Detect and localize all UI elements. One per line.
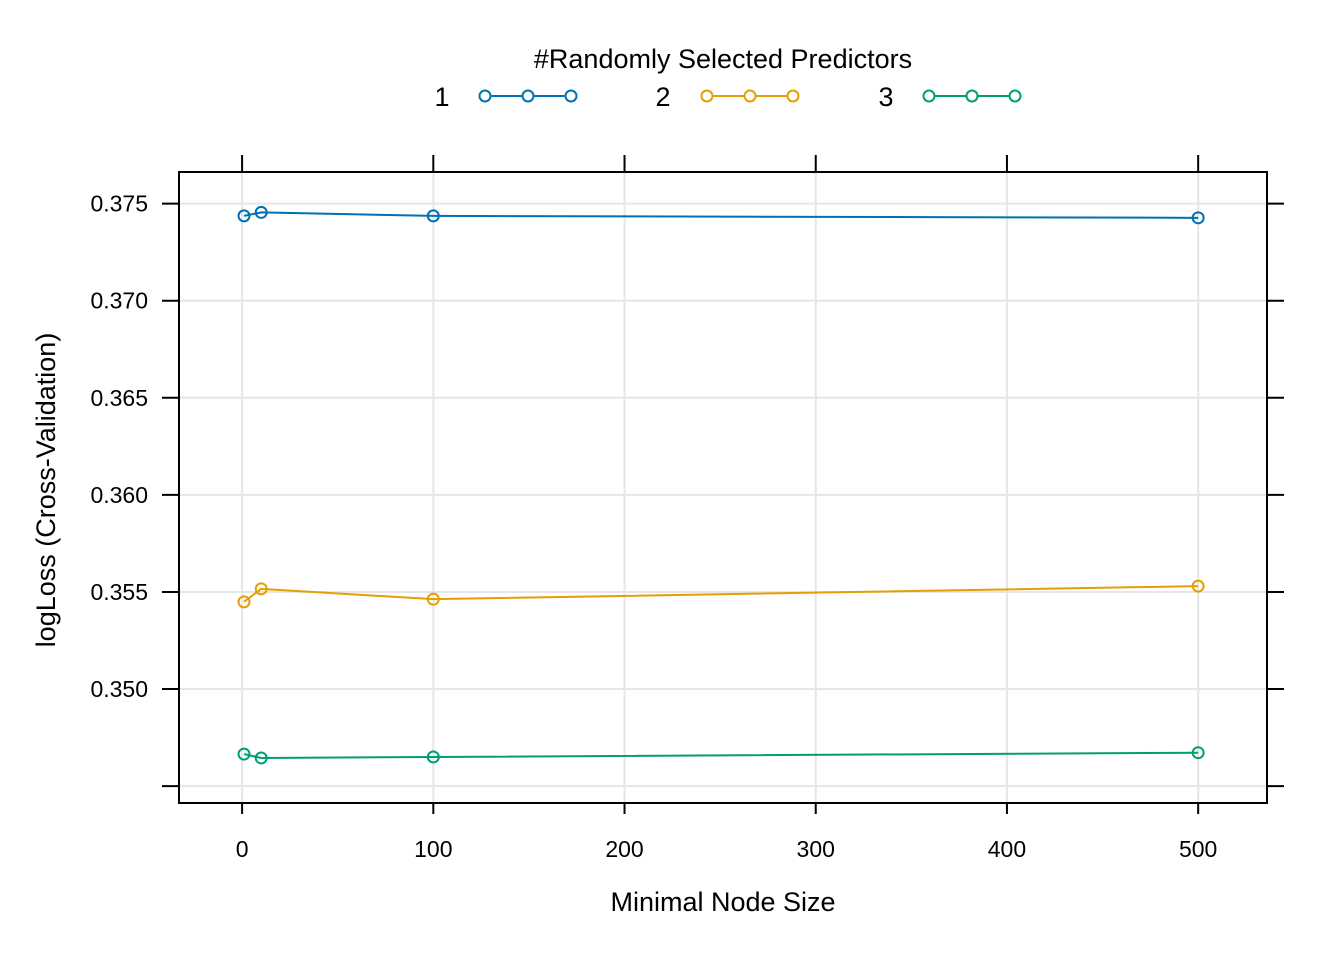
legend-marker	[922, 89, 936, 103]
x-tick-label: 0	[236, 836, 249, 862]
legend-marker	[786, 89, 800, 103]
y-tick-label: 0.350	[90, 676, 148, 702]
data-point	[426, 592, 440, 606]
legend-label: 1	[434, 82, 449, 112]
y-tick-label: 0.360	[90, 482, 148, 508]
data-point	[1191, 746, 1205, 760]
gridlines	[179, 172, 1267, 803]
x-tick-label: 200	[605, 836, 643, 862]
data-point	[237, 209, 251, 223]
y-axis-title: logLoss (Cross-Validation)	[31, 333, 61, 648]
axis-ticks: 0 100 200 300 400 500 0.350 0.355 0.360 0.365 0.37…	[90, 155, 1284, 862]
data-point	[254, 751, 268, 765]
data-point	[254, 205, 268, 219]
y-tick-label: 0.355	[90, 579, 148, 605]
data-point	[1191, 211, 1205, 225]
y-tick-label: 0.370	[90, 288, 148, 314]
x-tick-label: 400	[988, 836, 1026, 862]
series-line-3	[243, 751, 1199, 759]
data-point	[237, 595, 251, 609]
y-tick-label: 0.365	[90, 385, 148, 411]
x-tick-label: 300	[797, 836, 835, 862]
x-axis-title: Minimal Node Size	[610, 887, 835, 917]
legend-title: #Randomly Selected Predictors	[534, 44, 912, 74]
legend-marker	[1008, 89, 1022, 103]
data-point	[426, 209, 440, 223]
legend-marker	[521, 89, 535, 103]
legend-marker	[965, 89, 979, 103]
data-point	[426, 750, 440, 764]
data-point	[254, 582, 268, 596]
legend: 1 2 3	[434, 82, 1022, 112]
x-tick-label: 100	[414, 836, 452, 862]
data-point	[237, 747, 251, 761]
legend-marker	[743, 89, 757, 103]
x-tick-label: 500	[1179, 836, 1217, 862]
y-tick-label: 0.375	[90, 191, 148, 217]
legend-label: 2	[655, 82, 670, 112]
series-line-2	[243, 585, 1199, 603]
legend-marker	[564, 89, 578, 103]
series-line-1	[243, 211, 1199, 219]
data-point	[1191, 579, 1205, 593]
legend-marker	[700, 89, 714, 103]
series-group	[237, 205, 1205, 765]
legend-label: 3	[878, 82, 893, 112]
legend-marker	[478, 89, 492, 103]
plot-panel-border	[178, 171, 1268, 804]
